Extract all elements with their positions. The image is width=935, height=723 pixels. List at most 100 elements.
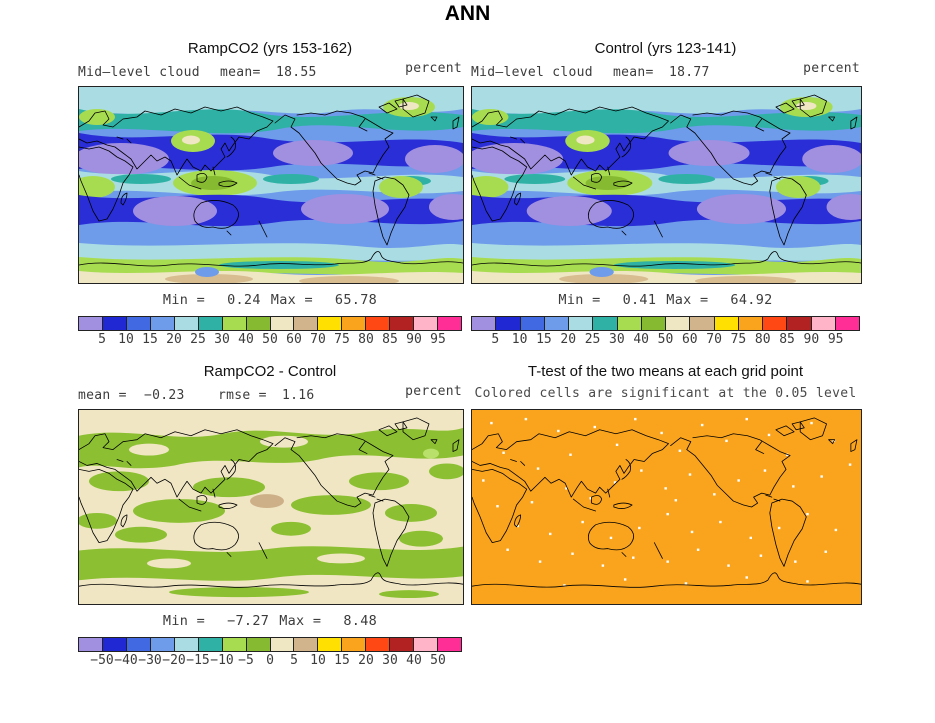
map-rampco2 <box>78 86 464 284</box>
colorbar-difference: −50 −40 −30 −20 −15 −10 −5 0 5 10 15 20 30 40 50 <box>78 637 462 669</box>
colorbar-cell <box>173 317 198 330</box>
colorbar-tick-label: −40 <box>114 653 138 668</box>
colorbar-cell <box>413 638 438 651</box>
colorbar-tick-label: 5 <box>491 332 500 347</box>
panel-difference: RampCO2 - Control mean = −0.23 rmse = 1.… <box>78 363 464 669</box>
colorbar-cells <box>78 637 462 652</box>
colorbar-tick-label: 40 <box>406 653 422 668</box>
figure-title: ANN <box>444 2 491 25</box>
colorbar-cells <box>78 316 462 331</box>
colorbar-cell <box>79 317 102 330</box>
colorbar-cell <box>616 317 641 330</box>
colorbar-cell <box>389 638 414 651</box>
mean-value: −0.23 <box>144 388 185 403</box>
panel-title-difference: RampCO2 - Control <box>203 363 337 380</box>
colorbar-tick-label: −10 <box>210 653 234 668</box>
colorbar-tick-label: 50 <box>262 332 278 347</box>
contour-fill-layer <box>472 87 861 283</box>
colorbar-cell <box>173 638 198 651</box>
colorbar-tick-label: 20 <box>166 332 182 347</box>
colorbar-tick-label: −50 <box>90 653 114 668</box>
colorbar-tick-label: −30 <box>138 653 162 668</box>
colorbar-tick-label: 20 <box>358 653 374 668</box>
colorbar-tick-label: 5 <box>290 653 298 668</box>
colorbar-tick-label: 50 <box>657 332 674 347</box>
units-label: percent <box>803 61 860 76</box>
panel-control: Control (yrs 123-141) Mid–level cloud me… <box>471 40 862 348</box>
colorbar-cell <box>293 638 318 651</box>
colorbar-tick-label: 80 <box>358 332 374 347</box>
colorbar-cell <box>737 317 762 330</box>
colorbar-cell <box>197 317 222 330</box>
colorbar-tick-label: 30 <box>382 653 398 668</box>
max-value: 64.92 <box>730 292 773 308</box>
colorbar-cell <box>437 638 461 651</box>
colorbar-cell <box>269 638 294 651</box>
stats-row-rampco2: Mid–level cloud mean= 18.55 percent <box>78 61 462 80</box>
colorbar-cell <box>317 317 342 330</box>
max-value: 65.78 <box>334 292 378 308</box>
ttest-subtitle: Colored cells are significant at the 0.0… <box>474 386 857 401</box>
map-difference <box>78 409 464 605</box>
colorbar-cell <box>221 638 246 651</box>
colorbar-cell <box>101 317 126 330</box>
colorbar-tick-label: 10 <box>511 332 528 347</box>
colorbar-cell <box>592 317 617 330</box>
panel-title-ttest: T-test of the two means at each grid poi… <box>527 363 804 380</box>
colorbar-cell <box>786 317 811 330</box>
mean-value: 18.77 <box>669 65 710 80</box>
colorbar-tick-label: 15 <box>334 653 350 668</box>
colorbar-tick-labels: 5 10 15 20 25 30 40 50 60 70 75 80 85 90 95 <box>78 331 462 348</box>
min-label: Min = <box>162 292 206 308</box>
colorbar-tick-label: 95 <box>827 332 844 347</box>
colorbar-tick-label: 40 <box>633 332 650 347</box>
min-value: 0.24 <box>227 292 261 308</box>
min-value: 0.41 <box>622 292 657 308</box>
panel-ttest: T-test of the two means at each grid poi… <box>471 363 862 605</box>
colorbar-cell <box>101 638 126 651</box>
mean-label: mean= <box>613 65 654 80</box>
field-label: Mid–level cloud <box>471 65 593 80</box>
colorbar-cell <box>543 317 568 330</box>
stats-row-control: Mid–level cloud mean= 18.77 percent <box>471 61 860 80</box>
colorbar-cell <box>125 317 150 330</box>
min-value: −7.27 <box>227 613 270 629</box>
colorbar-tick-label: 25 <box>190 332 206 347</box>
colorbar-cell <box>495 317 520 330</box>
colorbar-cell <box>269 317 294 330</box>
colorbar-tick-label: −20 <box>162 653 186 668</box>
colorbar-control: 5 10 15 20 25 30 40 50 60 70 75 80 85 90 95 <box>471 316 860 348</box>
contour-fill-layer <box>79 87 463 283</box>
colorbar-cell <box>197 638 222 651</box>
colorbar-rampco2: 5 10 15 20 25 30 40 50 60 70 75 80 85 90 95 <box>78 316 462 348</box>
colorbar-cell <box>834 317 859 330</box>
colorbar-tick-label: −15 <box>186 653 210 668</box>
stats-row-difference: mean = −0.23 rmse = 1.16 percent <box>78 384 462 403</box>
colorbar-tick-label: −5 <box>238 653 254 668</box>
panel-title-rampco2: RampCO2 (yrs 153-162) <box>187 40 353 57</box>
colorbar-tick-label: 15 <box>142 332 158 347</box>
contour-fill-layer <box>79 410 463 604</box>
colorbar-cell <box>245 317 270 330</box>
max-value: 8.48 <box>343 613 378 629</box>
colorbar-tick-label: 10 <box>118 332 134 347</box>
ttest-significant-fill <box>472 410 861 604</box>
rmse-value: 1.16 <box>282 388 315 403</box>
colorbar-cell <box>79 638 102 651</box>
colorbar-cell <box>713 317 738 330</box>
colorbar-tick-label: 85 <box>382 332 398 347</box>
units-label: percent <box>405 384 462 399</box>
colorbar-cell <box>762 317 787 330</box>
colorbar-cell <box>221 317 246 330</box>
colorbar-tick-label: 30 <box>214 332 230 347</box>
mean-value: 18.55 <box>276 65 317 80</box>
units-label: percent <box>405 61 462 76</box>
max-label: Max = <box>666 292 709 308</box>
colorbar-cell <box>437 317 461 330</box>
colorbar-cell <box>341 317 366 330</box>
mean-label: mean = <box>78 388 127 403</box>
colorbar-cell <box>472 317 496 330</box>
colorbar-tick-label: 60 <box>286 332 302 347</box>
colorbar-cell <box>365 317 390 330</box>
